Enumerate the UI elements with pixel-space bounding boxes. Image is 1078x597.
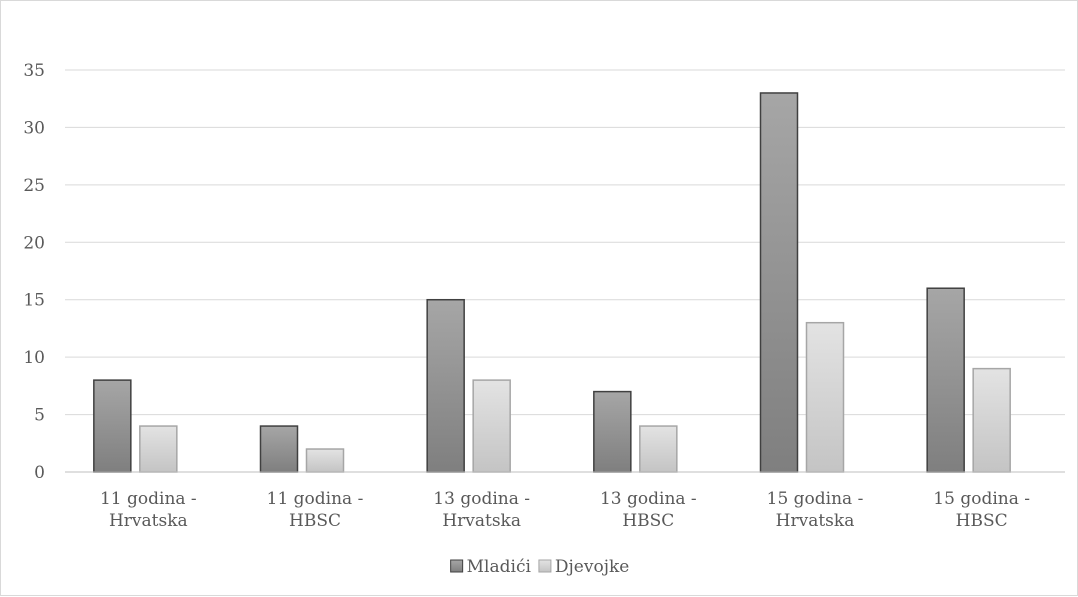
- x-category-label: 13 godina -: [600, 489, 697, 509]
- y-tick-label: 35: [23, 61, 45, 81]
- x-category-label: 15 godina -: [767, 489, 864, 509]
- bar-series-2: [972, 367, 1011, 473]
- bar-series-1: [926, 287, 965, 473]
- bar-series-2: [805, 321, 845, 473]
- bar-series-2: [472, 379, 511, 473]
- y-tick-label: 25: [23, 176, 45, 196]
- y-tick-label: 5: [34, 406, 45, 426]
- legend-label: Djevojke: [555, 557, 629, 577]
- bars: [93, 92, 1011, 473]
- x-category-label: HBSC: [289, 511, 341, 531]
- bar-series-1: [426, 298, 465, 473]
- x-category-label: HBSC: [622, 511, 674, 531]
- x-category-label: 11 godina -: [100, 489, 197, 509]
- y-tick-label: 30: [23, 118, 45, 138]
- bar-series-1: [259, 425, 299, 473]
- bar-series-1: [93, 379, 132, 473]
- x-category-label: 15 godina -: [933, 489, 1030, 509]
- y-tick-label: 10: [23, 348, 45, 368]
- legend: Mladići Djevojke: [450, 557, 629, 577]
- grid-lines: [65, 69, 1065, 416]
- y-tick-label: 0: [34, 463, 45, 483]
- bar-series-2: [639, 425, 678, 473]
- y-tick-label: 20: [23, 233, 45, 253]
- legend-swatch: [450, 559, 464, 573]
- legend-swatch: [538, 559, 552, 573]
- x-category-label: Hrvatska: [109, 511, 188, 531]
- bar-series-2: [305, 448, 345, 473]
- y-tick-label: 15: [23, 291, 45, 311]
- bar-series-2: [139, 425, 178, 473]
- x-category-label: 11 godina -: [267, 489, 364, 509]
- x-category-label: HBSC: [956, 511, 1008, 531]
- bar-series-1: [593, 390, 632, 473]
- y-axis-ticks: 0 5 10 15 20 25 30 35: [23, 61, 45, 483]
- bar-series-1: [759, 92, 799, 473]
- x-category-label: 13 godina -: [433, 489, 530, 509]
- x-category-label: Hrvatska: [442, 511, 521, 531]
- legend-label: Mladići: [467, 557, 532, 577]
- x-category-label: Hrvatska: [776, 511, 855, 531]
